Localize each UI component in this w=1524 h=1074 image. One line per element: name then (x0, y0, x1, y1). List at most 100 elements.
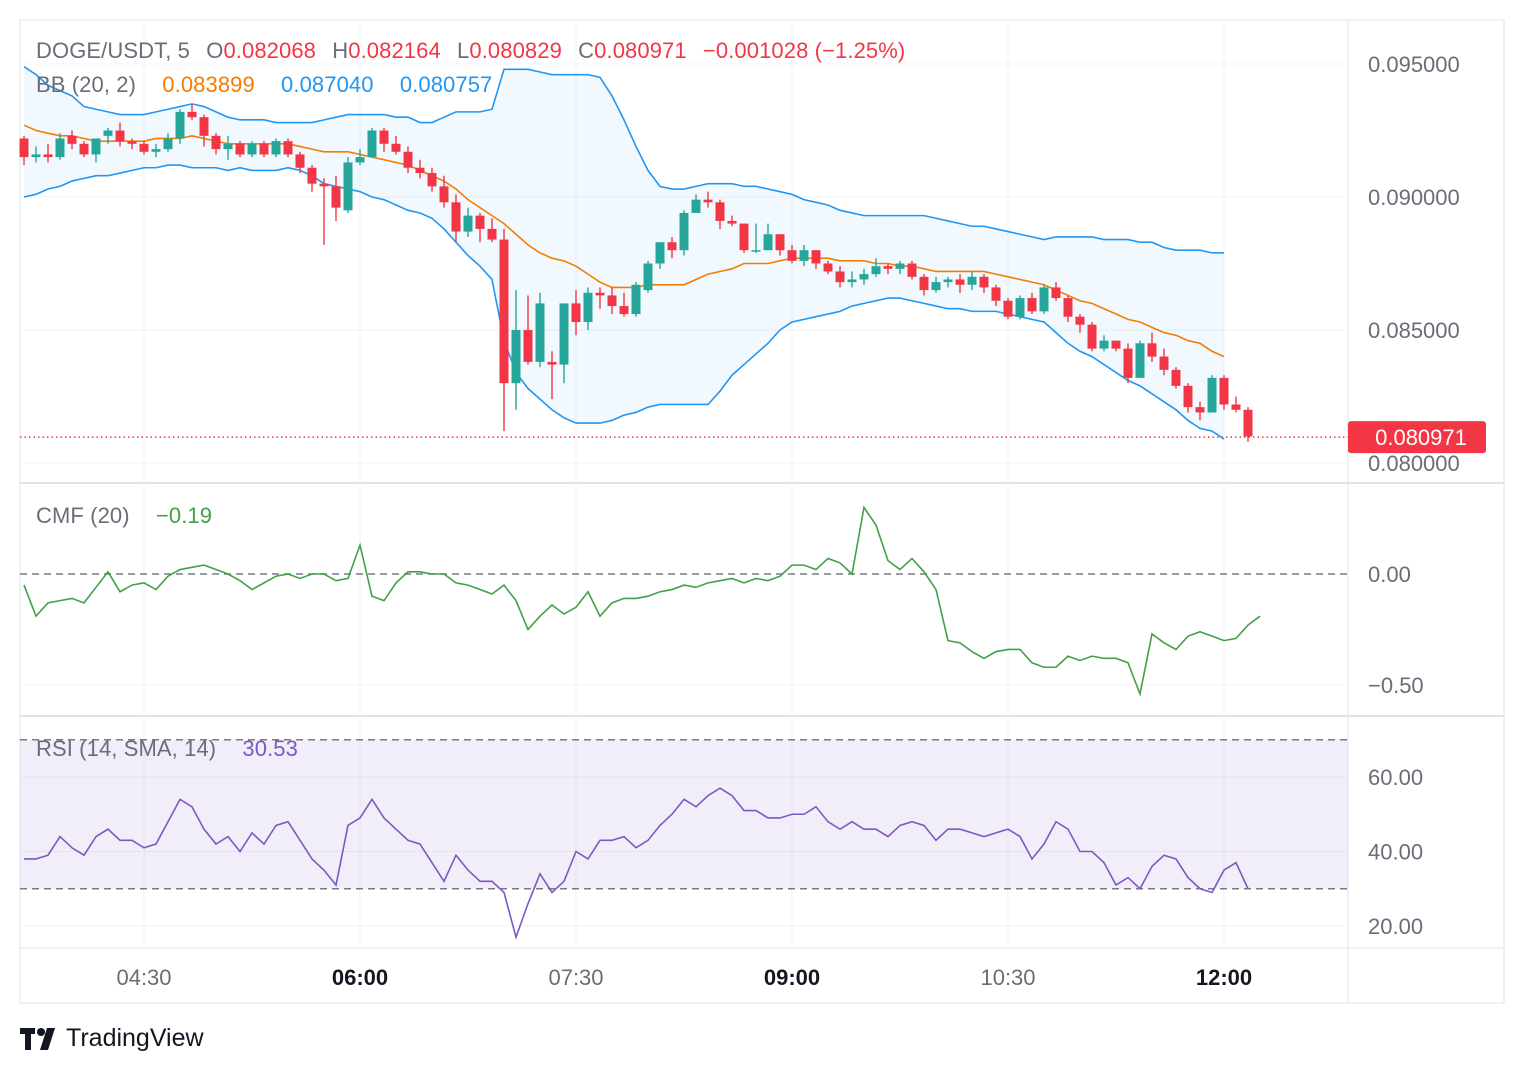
candle-body (427, 173, 437, 187)
candle-body (679, 212, 689, 251)
candle (1099, 335, 1109, 352)
candle-body (103, 130, 113, 136)
candle-body (355, 157, 365, 163)
candle-body (163, 138, 173, 150)
cmf-axis-label: −0.50 (1368, 673, 1424, 698)
candle (91, 138, 101, 163)
candle-body (811, 250, 821, 264)
candle-body (847, 279, 857, 283)
candle-body (1243, 409, 1253, 437)
candle-body (775, 234, 785, 251)
bb-legend-label[interactable]: BB (20, 2) (36, 72, 137, 97)
time-axis-label: 10:30 (980, 965, 1035, 990)
candle (1075, 314, 1085, 333)
candle-body (55, 138, 65, 158)
cmf-axis-label: 0.00 (1368, 562, 1411, 587)
change-value: −0.001028 (−1.25%) (702, 38, 906, 63)
candle-body (247, 143, 257, 155)
candle (1135, 340, 1145, 378)
rsi-band (20, 739, 1348, 890)
candle-body (763, 234, 773, 251)
rsi-band-fill (20, 739, 1348, 889)
candle-body (1111, 340, 1121, 349)
candle (199, 114, 209, 147)
candle (859, 268, 869, 285)
tradingview-brand-text: TradingView (66, 1024, 204, 1052)
candle (823, 260, 833, 275)
candle (883, 263, 893, 275)
rsi-value: 30.53 (242, 736, 298, 761)
candle-body (667, 242, 677, 251)
candle (463, 207, 473, 237)
candle (559, 303, 569, 384)
candle-body (487, 228, 497, 240)
candle-body (1195, 407, 1205, 413)
candle (271, 138, 281, 158)
grid-lines (20, 20, 1348, 948)
candle-body (463, 215, 473, 232)
close-value: 0.080971 (594, 38, 687, 63)
last-price-tag-text: 0.080971 (1375, 425, 1467, 450)
candle (235, 141, 245, 158)
candle-body (619, 306, 629, 315)
candle (715, 199, 725, 229)
bb-legend: BB (20, 2) 0.083899 0.087040 0.080757 (36, 72, 492, 98)
candle-body (307, 167, 317, 184)
candle (607, 287, 617, 315)
price-axis-label: 0.095000 (1368, 52, 1460, 77)
high-label: H (332, 38, 349, 63)
candle (331, 175, 341, 221)
candle (967, 271, 977, 291)
rsi-axis-label: 40.00 (1368, 840, 1423, 865)
candle-body (343, 162, 353, 211)
candle-body (535, 303, 545, 362)
candle-body (559, 303, 569, 365)
candle (283, 138, 293, 158)
tradingview-logo[interactable]: TradingView (20, 1024, 204, 1053)
rsi-legend-label[interactable]: RSI (14, SMA, 14) (36, 736, 217, 761)
candle-body (271, 141, 281, 155)
bb-lower-value: 0.080757 (399, 72, 493, 97)
candle (487, 218, 497, 243)
candle-body (199, 117, 209, 136)
candle (679, 210, 689, 256)
open-label: O (206, 38, 224, 63)
candle (643, 260, 653, 293)
cmf-legend-label[interactable]: CMF (20) (36, 503, 130, 528)
candle-body (715, 202, 725, 221)
candle (1039, 284, 1049, 315)
candle-body (1183, 385, 1193, 408)
candle-body (1075, 316, 1085, 325)
candle-body (295, 154, 305, 168)
candle (115, 122, 125, 147)
cmf-series (23, 505, 1261, 697)
candle (583, 287, 593, 330)
candle (739, 223, 749, 253)
candle (847, 271, 857, 288)
candle-body (919, 276, 929, 291)
bb-basis-line (23, 124, 1225, 358)
main-legend: DOGE/USDT, 5 O0.082068 H0.082164 L0.0808… (36, 38, 905, 64)
candle-body (583, 292, 593, 323)
symbol-label[interactable]: DOGE/USDT, 5 (36, 38, 191, 63)
candle (775, 234, 785, 256)
candle (991, 284, 1001, 307)
candle (1087, 322, 1097, 352)
candle (871, 258, 881, 277)
candle-body (607, 295, 617, 307)
candle (799, 244, 809, 267)
candle (691, 194, 701, 213)
candle (943, 276, 953, 288)
candle (295, 151, 305, 174)
candle-body (859, 274, 869, 280)
candle-body (439, 186, 449, 203)
candle (595, 287, 605, 309)
bb-lower-line (23, 164, 1225, 440)
tradingview-logo-icon (20, 1027, 55, 1050)
candle (1063, 295, 1073, 323)
candle (427, 167, 437, 192)
candle (211, 133, 221, 155)
candle-body (835, 271, 845, 283)
candle (175, 109, 185, 144)
